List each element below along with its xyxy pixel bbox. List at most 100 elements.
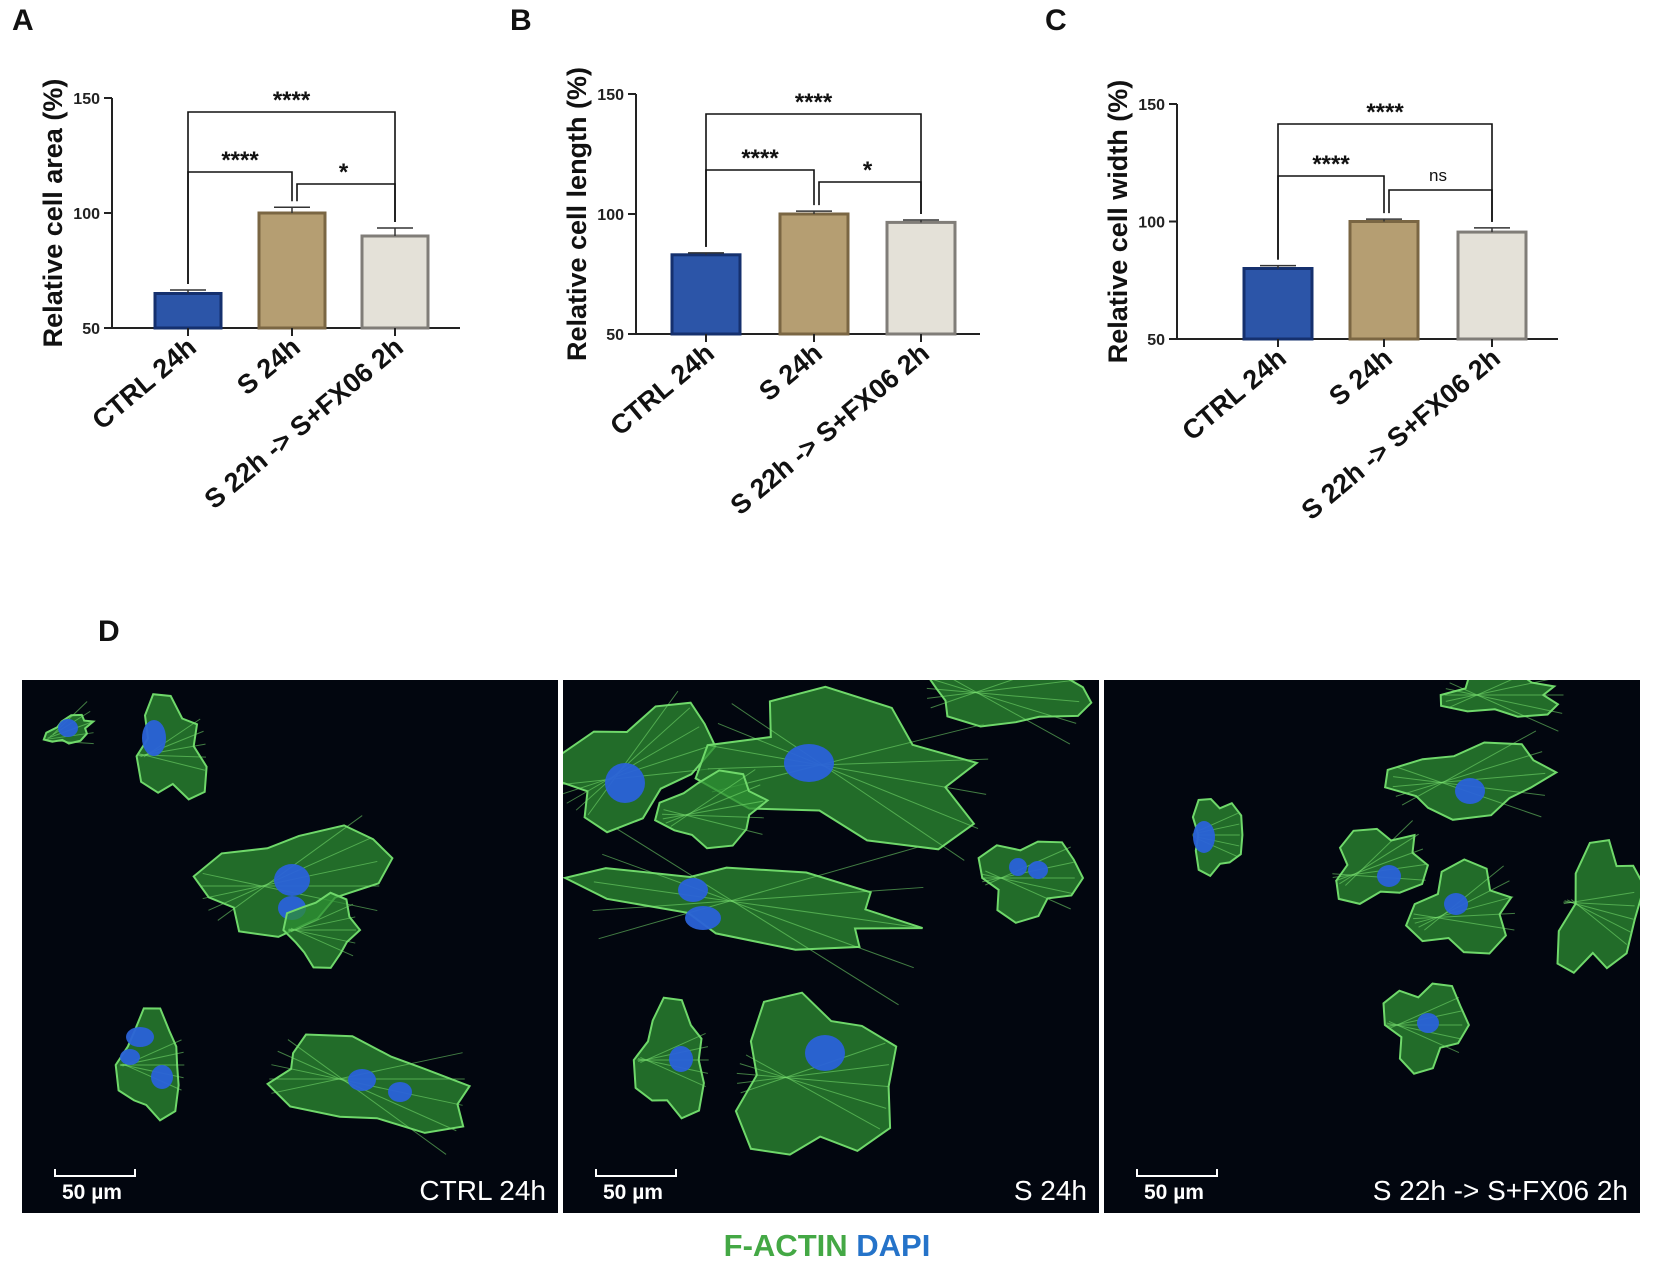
- nucleus: [274, 864, 310, 896]
- cell: [192, 815, 394, 938]
- actin-fiber: [1445, 680, 1549, 702]
- cell: [734, 991, 898, 1156]
- actin-fiber: [737, 1064, 889, 1084]
- cell: [632, 996, 709, 1120]
- actin-fiber: [932, 680, 1077, 724]
- nucleus: [1455, 778, 1485, 804]
- actin-fiber: [277, 1050, 457, 1132]
- bar: [778, 212, 850, 336]
- cell: [114, 1007, 185, 1122]
- actin-fiber: [707, 758, 989, 770]
- actin-fiber: [602, 853, 914, 969]
- actin-fiber: [1445, 688, 1563, 714]
- actin-fiber: [1413, 912, 1515, 920]
- actin-fiber: [138, 754, 206, 758]
- significance-label: ****: [273, 87, 311, 114]
- cell: [563, 828, 924, 1006]
- cell: [282, 891, 362, 969]
- actin-fiber: [598, 846, 918, 940]
- y-tick-label: 150: [73, 91, 100, 108]
- legend-dapi: DAPI: [856, 1228, 931, 1263]
- nucleus: [151, 1065, 173, 1089]
- bar: [670, 253, 742, 336]
- actin-fiber: [1570, 899, 1628, 945]
- nucleus: [805, 1035, 845, 1071]
- stain-legend: F-ACTIN DAPI: [0, 1228, 1654, 1264]
- panel-label-a: A: [12, 4, 34, 37]
- nucleus: [1444, 893, 1468, 915]
- nucleus: [388, 1082, 412, 1102]
- significance-bracket: [1388, 189, 1493, 222]
- actin-fiber: [662, 813, 764, 819]
- actin-fiber: [1449, 680, 1512, 708]
- nucleus: [685, 906, 721, 930]
- cells-image: [42, 693, 472, 1155]
- panel-label-b: B: [510, 4, 532, 37]
- actin-fiber: [709, 745, 987, 795]
- actin-fiber: [731, 703, 965, 861]
- cell-body: [1556, 838, 1640, 975]
- cell-body: [632, 996, 705, 1120]
- actin-fiber: [587, 690, 679, 816]
- actin-fiber: [927, 680, 1079, 699]
- actin-fiber: [640, 1033, 706, 1063]
- actin-fiber: [120, 1063, 184, 1079]
- x-tick-label: S 24h: [231, 332, 305, 401]
- x-tick-label: S 24h: [1323, 343, 1397, 412]
- y-tick-label: 100: [73, 206, 100, 223]
- nucleus: [348, 1069, 376, 1091]
- actin-fiber: [1563, 891, 1635, 905]
- cell: [135, 693, 208, 801]
- scale-bar: [1136, 1169, 1218, 1177]
- cell: [563, 690, 717, 834]
- significance-label: ****: [1312, 151, 1350, 178]
- nucleus: [669, 1046, 693, 1072]
- actin-fiber: [740, 1042, 886, 1094]
- cell: [42, 701, 96, 745]
- actin-fiber: [745, 1054, 881, 1130]
- nucleus: [142, 720, 166, 756]
- x-tick-label: S 22h -> S+FX06 2h: [199, 332, 409, 515]
- cell: [653, 769, 770, 850]
- cells-image: [1191, 680, 1640, 1075]
- cell: [1556, 838, 1640, 975]
- actin-fiber: [593, 881, 923, 929]
- actin-fiber: [592, 886, 924, 912]
- actin-fiber: [46, 739, 94, 745]
- nucleus: [58, 719, 78, 737]
- bar: [885, 220, 957, 336]
- y-tick-label: 150: [597, 87, 624, 104]
- significance-label: *: [863, 157, 873, 184]
- scale-bar-label: 50 µm: [1144, 1181, 1204, 1204]
- y-axis-label: Relative cell width (%): [1103, 80, 1133, 364]
- cells-image: [563, 680, 1093, 1156]
- nucleus: [1377, 865, 1401, 887]
- actin-fiber: [926, 687, 1080, 703]
- nucleus: [605, 763, 645, 803]
- actin-fiber: [1388, 996, 1460, 1030]
- significance-label: *: [339, 159, 349, 186]
- cell: [1383, 730, 1559, 821]
- panel-label-d: D: [98, 615, 120, 648]
- actin-fiber: [640, 1057, 706, 1087]
- nucleus: [784, 744, 834, 782]
- significance-bracket: [705, 113, 922, 247]
- actin-fiber: [736, 1072, 890, 1088]
- micrograph-caption: S 22h -> S+FX06 2h: [1372, 1175, 1628, 1206]
- cell: [1191, 797, 1244, 878]
- cell: [266, 1033, 472, 1155]
- x-tick-label: S 22h -> S+FX06 2h: [1296, 343, 1506, 526]
- y-tick-label: 100: [1138, 215, 1165, 232]
- nucleus: [1009, 858, 1027, 876]
- actin-fiber: [985, 846, 1071, 886]
- micrograph-s24: 50 µm S 24h: [563, 680, 1099, 1213]
- x-tick-label: S 22h -> S+FX06 2h: [725, 338, 935, 521]
- y-axis-label: Relative cell area (%): [38, 79, 68, 348]
- y-axis-label: Relative cell length (%): [562, 67, 592, 361]
- significance-bracket: [1277, 123, 1493, 260]
- y-tick-label: 50: [606, 327, 624, 344]
- bar: [1348, 220, 1420, 341]
- micrograph-caption: S 24h: [1013, 1175, 1087, 1206]
